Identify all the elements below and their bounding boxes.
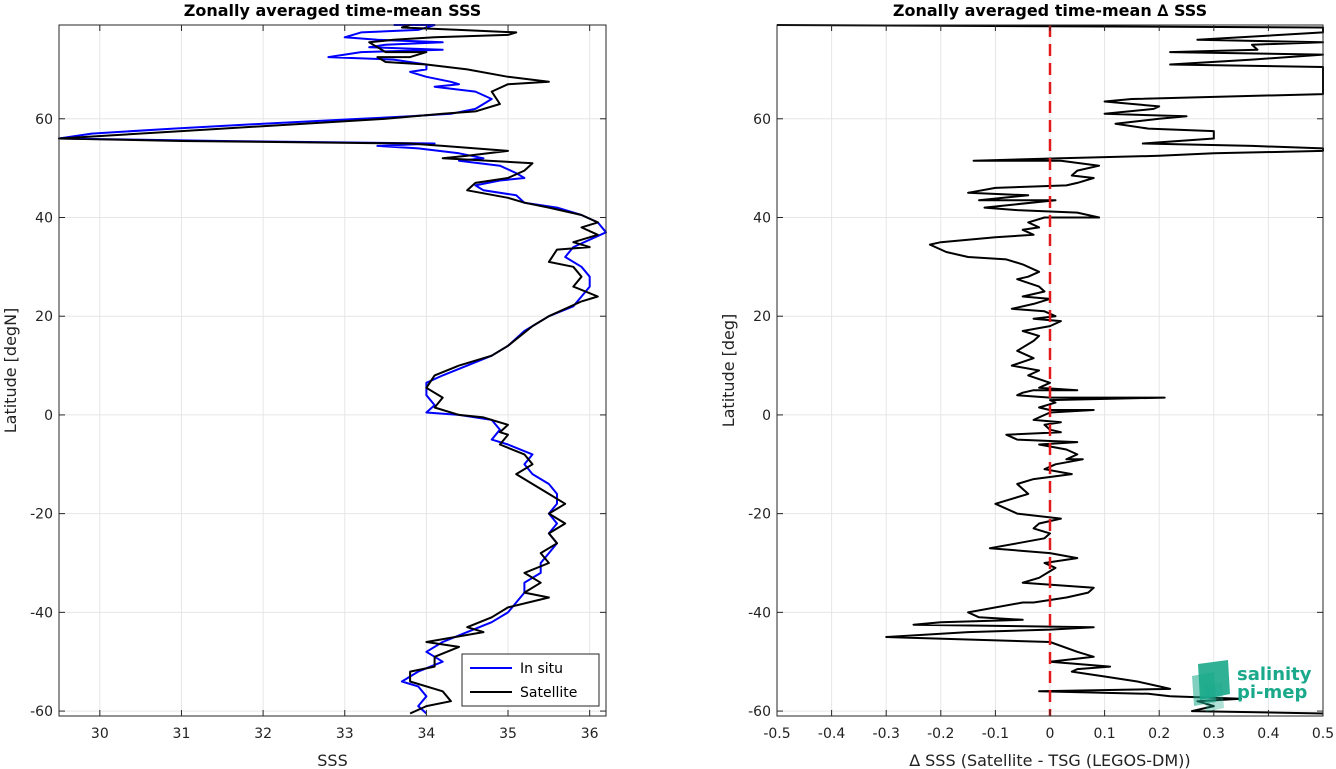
y-tick-label: 20 bbox=[35, 309, 53, 325]
legend-label-in-situ: In situ bbox=[520, 661, 563, 677]
delta-y-tick-label: 0 bbox=[762, 408, 771, 424]
sss-x-axis-label: SSS bbox=[317, 751, 347, 769]
x-tick-label: 34 bbox=[417, 726, 435, 742]
legend-box bbox=[461, 653, 600, 707]
delta-sss-panel: Zonally averaged time-mean ∆ SSS -0.5 -0.… bbox=[719, 1, 1334, 769]
delta-sss-panel-title: Zonally averaged time-mean ∆ SSS bbox=[893, 1, 1207, 20]
delta-sss-tick-labels: -0.5 -0.4 -0.3 -0.2 -0.1 0 0.1 0.2 0.3 0.4 0.5 -60 -… bbox=[748, 25, 1334, 742]
sss-grid bbox=[59, 25, 606, 716]
y-tick-label: -40 bbox=[30, 605, 53, 621]
y-tick-label: 40 bbox=[35, 210, 53, 226]
logo-text-salinity: salinity bbox=[1237, 664, 1312, 685]
legend-label-satellite: Satellite bbox=[520, 685, 577, 701]
sss-panel: Zonally averaged time-mean SSS 30 31 32 33 3… bbox=[1, 1, 607, 769]
series-line-in-situ bbox=[58, 24, 607, 715]
delta-y-tick-label: -20 bbox=[748, 507, 771, 523]
delta-x-tick-label: 0.4 bbox=[1257, 726, 1279, 742]
logo-text-pi-mep: pi-mep bbox=[1237, 682, 1307, 703]
delta-x-tick-label: -0.2 bbox=[927, 726, 954, 742]
delta-sss-series-group bbox=[776, 24, 1324, 716]
delta-sss-x-axis-label: ∆ SSS (Satellite - TSG (LEGOS-DM)) bbox=[908, 751, 1190, 769]
sss-series-group bbox=[58, 24, 607, 715]
y-tick-label: 60 bbox=[35, 112, 53, 128]
x-tick-label: 30 bbox=[91, 726, 109, 742]
delta-x-tick-label: 0.1 bbox=[1093, 726, 1115, 742]
delta-x-tick-label: -0.4 bbox=[818, 726, 845, 742]
delta-y-tick-label: 40 bbox=[753, 210, 771, 226]
series-line-delta-sss bbox=[776, 24, 1324, 715]
delta-x-tick-label: -0.1 bbox=[982, 726, 1009, 742]
series-line-satellite bbox=[58, 24, 599, 715]
delta-x-tick-label: 0.5 bbox=[1312, 726, 1334, 742]
legend: In situ Satellite bbox=[461, 653, 600, 707]
delta-y-tick-label: 60 bbox=[753, 112, 771, 128]
logo-mark-icon bbox=[1192, 660, 1230, 712]
delta-x-tick-label: 0.3 bbox=[1203, 726, 1225, 742]
sss-panel-title: Zonally averaged time-mean SSS bbox=[184, 1, 482, 20]
y-tick-label: -60 bbox=[30, 704, 53, 720]
delta-sss-y-axis-label: Latitude [deg] bbox=[719, 314, 738, 428]
sss-axes-frame bbox=[58, 24, 607, 717]
x-tick-label: 32 bbox=[254, 726, 272, 742]
sss-tick-labels: 30 31 32 33 34 35 36 -60 -40 -20 0 20 40 60 bbox=[30, 25, 606, 742]
salinity-pi-mep-logo: salinity pi-mep bbox=[1192, 660, 1312, 712]
x-tick-label: 35 bbox=[499, 726, 517, 742]
delta-y-tick-label: -40 bbox=[748, 605, 771, 621]
delta-x-tick-label: 0.2 bbox=[1148, 726, 1170, 742]
x-tick-label: 36 bbox=[581, 726, 599, 742]
delta-x-tick-label: 0 bbox=[1046, 726, 1055, 742]
y-tick-label: -20 bbox=[30, 507, 53, 523]
delta-y-tick-label: -60 bbox=[748, 704, 771, 720]
y-tick-label: 0 bbox=[44, 408, 53, 424]
x-tick-label: 33 bbox=[336, 726, 354, 742]
delta-x-tick-label: -0.3 bbox=[873, 726, 900, 742]
delta-y-tick-label: 20 bbox=[753, 309, 771, 325]
sss-y-axis-label: Latitude [degN] bbox=[1, 308, 20, 434]
x-tick-label: 31 bbox=[173, 726, 191, 742]
delta-x-tick-label: -0.5 bbox=[763, 726, 790, 742]
